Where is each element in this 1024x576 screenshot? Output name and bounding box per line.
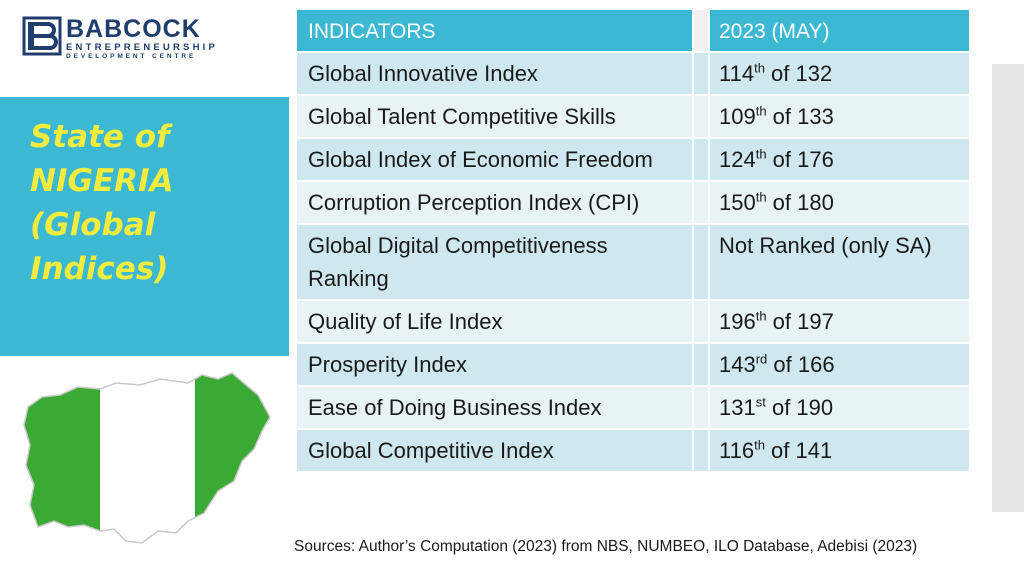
rank-suffix: th [754, 60, 765, 76]
header-spacer [692, 10, 710, 51]
rank-suffix: th [755, 103, 767, 119]
logo-subtitle-2: DEVELOPMENT CENTRE [66, 53, 197, 60]
table-row: Global Competitive Index 116th of 141 [297, 430, 969, 473]
spacer-cell [692, 225, 710, 299]
rank-cell: 114th of 132 [710, 53, 969, 94]
table-row: Global Innovative Index 114th of 132 [297, 53, 969, 96]
indicator-cell: Ease of Doing Business Index [308, 395, 602, 420]
nigeria-map-icon [23, 372, 271, 544]
rank-total: of 197 [766, 309, 834, 334]
rank-suffix: rd [755, 351, 768, 367]
rank-value: 124 [719, 147, 756, 172]
table-row: Prosperity Index 143rd of 166 [297, 344, 969, 387]
babcock-logo-icon [22, 16, 62, 56]
rank-cell: 116th of 141 [710, 430, 969, 471]
rank-total: of 133 [766, 104, 834, 129]
rank-cell: 143rd of 166 [710, 344, 969, 385]
logo-text: BABCOCK ENTREPRENEURSHIP DEVELOPMENT CEN… [66, 16, 218, 61]
spacer-cell [692, 139, 710, 180]
babcock-logo: BABCOCK ENTREPRENEURSHIP DEVELOPMENT CEN… [22, 14, 262, 61]
indicator-cell: Global Talent Competitive Skills [308, 104, 616, 129]
spacer-cell [692, 53, 710, 94]
table-row: Ease of Doing Business Index 131st of 190 [297, 387, 969, 430]
rank-cell: Not Ranked (only SA) [710, 225, 969, 299]
side-scroll-bar [992, 64, 1024, 512]
table-row: Global Index of Economic Freedom 124th of… [297, 139, 969, 182]
indicator-cell: Global Competitive Index [308, 438, 554, 463]
table-row: Global Digital Competitiveness Ranking No… [297, 225, 969, 301]
rank-value: 150 [719, 190, 756, 215]
spacer-cell [692, 344, 710, 385]
rank-total: of 141 [764, 438, 833, 463]
indicator-cell: Corruption Perception Index (CPI) [308, 190, 640, 215]
indicator-cell: Global Digital Competitiveness Ranking [308, 233, 608, 291]
rank-suffix: th [755, 146, 767, 162]
table-row: Corruption Perception Index (CPI) 150th o… [297, 182, 969, 225]
title-panel: State of NIGERIA (Global Indices) [0, 97, 289, 356]
rank-cell: 131st of 190 [710, 387, 969, 428]
rank-value: 116 [719, 438, 755, 463]
rank-value: 196 [719, 309, 756, 334]
rank-total: of 190 [765, 395, 834, 420]
indicator-cell: Global Index of Economic Freedom [308, 147, 653, 172]
rank-cell: 109th of 133 [710, 96, 969, 137]
rank-total: of 166 [767, 352, 835, 377]
rank-total: of 180 [766, 190, 834, 215]
rank-total: of 132 [764, 61, 833, 86]
indicator-cell: Global Innovative Index [308, 61, 538, 86]
rank-suffix: th [754, 437, 765, 453]
header-year: 2023 (MAY) [719, 20, 830, 43]
spacer-cell [692, 182, 710, 223]
rank-total: of 176 [766, 147, 834, 172]
table-row: Quality of Life Index 196th of 197 [297, 301, 969, 344]
rank-cell: 150th of 180 [710, 182, 969, 223]
rank-cell: 124th of 176 [710, 139, 969, 180]
table-row: Global Talent Competitive Skills 109th of… [297, 96, 969, 139]
rank-value: Not Ranked (only SA) [719, 233, 932, 258]
logo-name: BABCOCK [66, 15, 201, 43]
rank-suffix: st [755, 394, 766, 410]
table-header-row: INDICATORS 2023 (MAY) [297, 10, 969, 53]
logo-subtitle-1: ENTREPRENEURSHIP [66, 42, 219, 53]
header-indicators: INDICATORS [308, 20, 436, 43]
rank-cell: 196th of 197 [710, 301, 969, 342]
indicator-cell: Quality of Life Index [308, 309, 503, 334]
rank-suffix: th [755, 189, 767, 205]
rank-value: 143 [719, 352, 756, 377]
spacer-cell [692, 387, 710, 428]
rank-value: 109 [719, 104, 756, 129]
rank-value: 131 [719, 395, 756, 420]
spacer-cell [692, 430, 710, 471]
indices-table: INDICATORS 2023 (MAY) Global Innovative … [297, 10, 969, 473]
spacer-cell [692, 96, 710, 137]
sources-note: Sources: Author’s Computation (2023) fro… [294, 538, 918, 555]
slide-title: State of NIGERIA (Global Indices) [30, 119, 174, 287]
rank-suffix: th [755, 308, 767, 324]
indicator-cell: Prosperity Index [308, 352, 467, 377]
rank-value: 114 [719, 61, 755, 86]
spacer-cell [692, 301, 710, 342]
